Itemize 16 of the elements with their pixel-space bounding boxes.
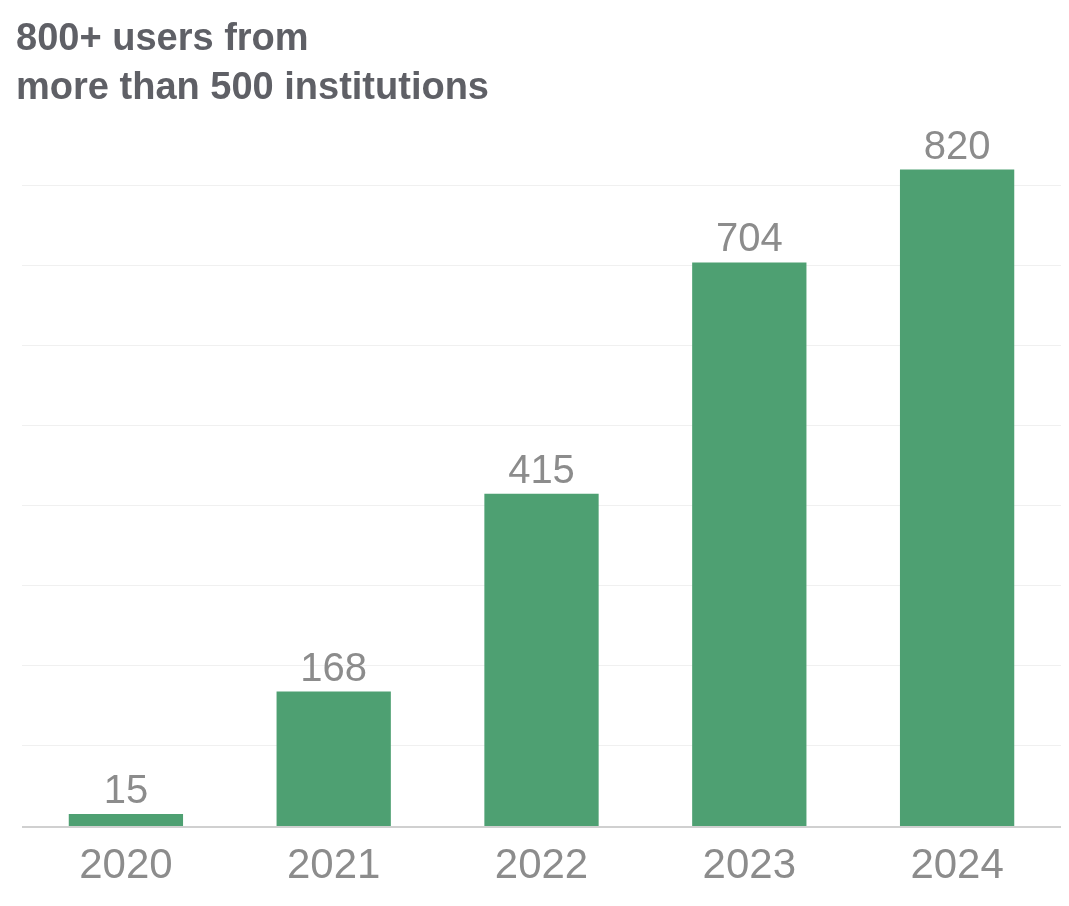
x-tick-label: 2022 bbox=[494, 840, 589, 888]
data-label: 704 bbox=[715, 215, 783, 260]
chart-title: 800+ users from more than 500 institutions bbox=[16, 15, 489, 108]
x-tick-label: 2023 bbox=[702, 840, 797, 888]
data-label: 15 bbox=[103, 766, 149, 811]
bar bbox=[899, 169, 1015, 826]
data-label: 168 bbox=[300, 644, 368, 689]
bar bbox=[692, 262, 807, 826]
data-label: 820 bbox=[923, 122, 991, 167]
data-label: 415 bbox=[508, 446, 575, 491]
bar bbox=[276, 691, 391, 826]
x-tick-label: 2021 bbox=[286, 840, 381, 888]
bar bbox=[484, 493, 599, 826]
x-tick-label: 2024 bbox=[910, 840, 1004, 888]
x-tick-label: 2020 bbox=[79, 840, 173, 888]
bar bbox=[68, 813, 184, 826]
